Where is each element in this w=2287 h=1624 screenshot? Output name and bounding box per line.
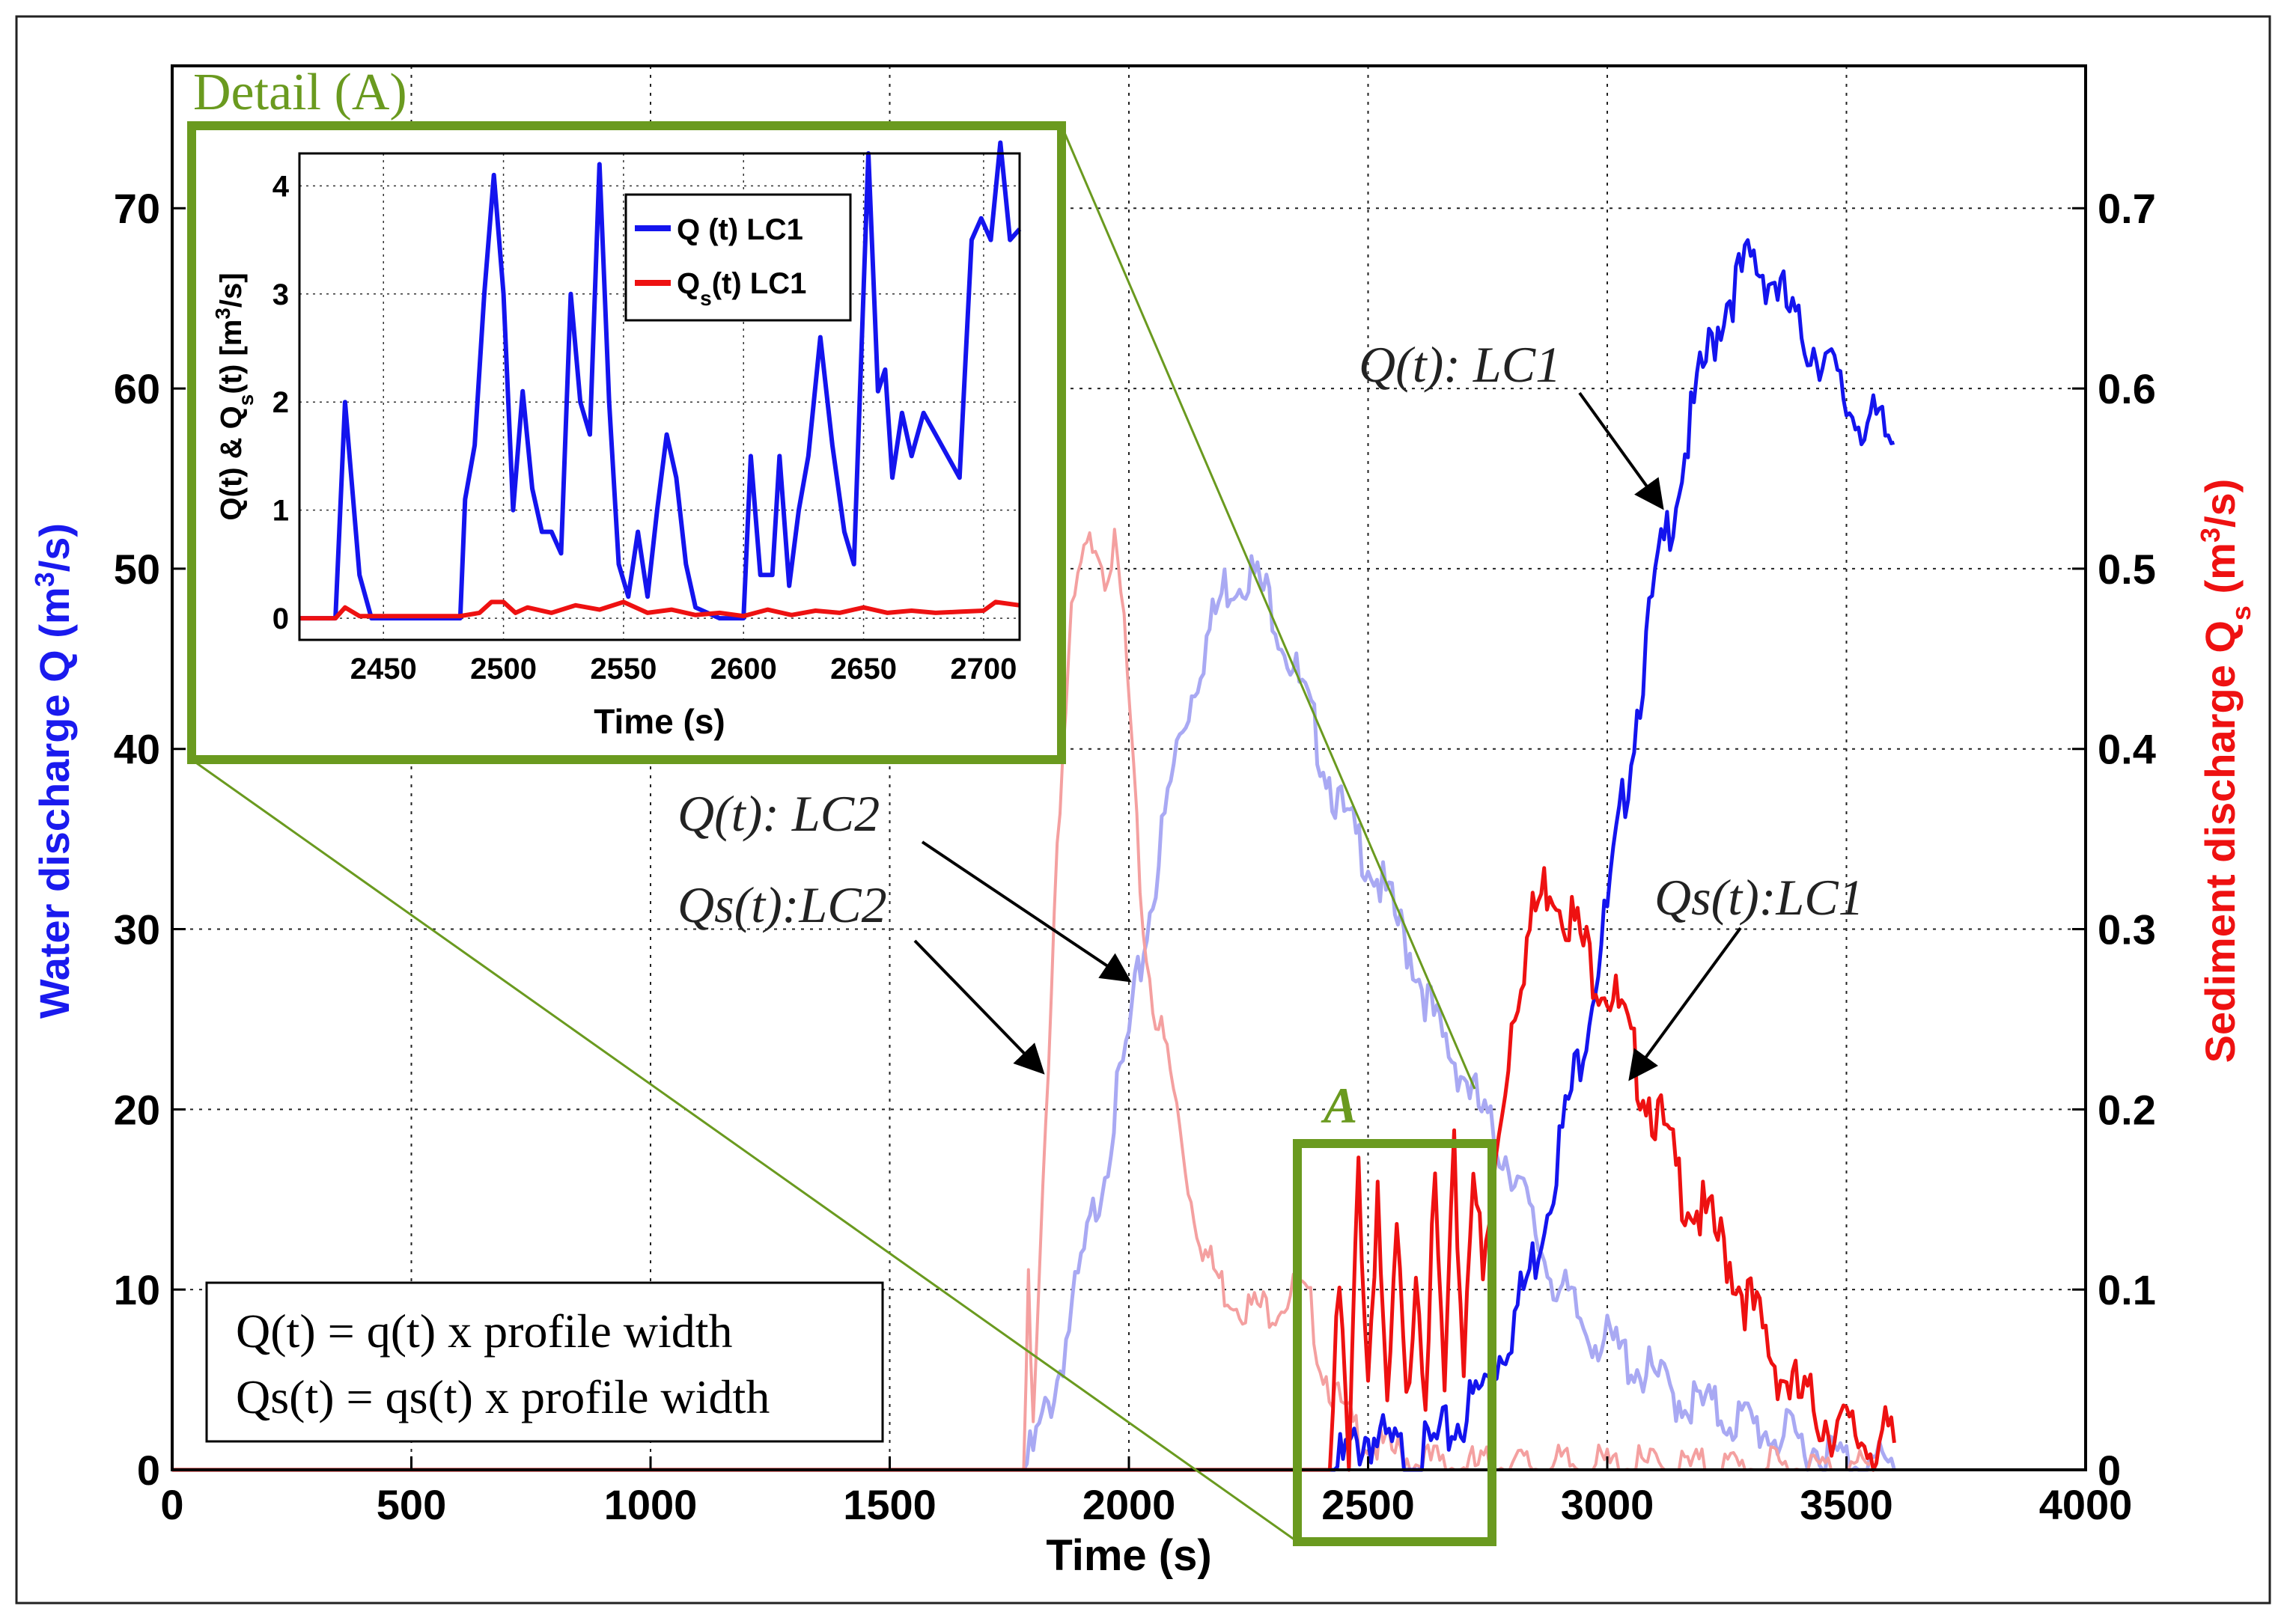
label-qs-lc1: Qs(t):LC1 <box>1654 869 1864 926</box>
inset-plot-frame <box>298 152 1021 641</box>
inset-y-tick-label: 4 <box>272 170 290 203</box>
zoom-region-label: A <box>1321 1077 1357 1134</box>
inset-y-tick-label: 2 <box>272 386 289 419</box>
main-x-tick-label: 1500 <box>843 1481 937 1528</box>
inset-y-tick-label: 1 <box>272 495 289 528</box>
inset-x-tick-label: 2450 <box>350 653 417 686</box>
main-x-tick-label: 2500 <box>1321 1481 1415 1528</box>
main-y-left-tick-label: 20 <box>114 1086 160 1133</box>
legend-label-q: Q (t) LC1 <box>677 213 803 246</box>
label-q-lc2: Q(t): LC2 <box>677 785 880 842</box>
main-x-tick-label: 3500 <box>1800 1481 1893 1528</box>
inset-series-line-qs-t-lc1 <box>299 599 1020 621</box>
main-y-left-tick-label: 60 <box>114 365 160 412</box>
main-y-right-tick-label: 0.7 <box>2098 185 2156 232</box>
main-x-tick-label: 1000 <box>604 1481 698 1528</box>
main-y-right-tick-label: 0.6 <box>2098 365 2156 412</box>
main-x-tick-label: 3000 <box>1561 1481 1654 1528</box>
main-y-right-tick-label: 0.4 <box>2098 726 2156 773</box>
inset-ticks: 2450 2500 2550 2600 2650 2700 0 1 2 3 4 <box>272 170 1017 686</box>
arrow-qs-lc1 <box>1628 927 1742 1081</box>
zoom-region-a <box>1293 1139 1496 1546</box>
inset-title: Detail (A) <box>193 64 407 121</box>
inset-x-tick-label: 2600 <box>710 653 777 686</box>
formula-qs: Qs(t) = qs(t) x profile width <box>236 1370 770 1423</box>
inset-x-tick-label: 2700 <box>950 653 1017 686</box>
zoom-connector-top <box>1060 125 1476 1090</box>
zoom-connector-bottom <box>191 758 1298 1543</box>
label-qs-lc2: Qs(t):LC2 <box>677 876 887 933</box>
main-y-right-tick-label: 0.5 <box>2098 546 2156 593</box>
inset-x-tick-label: 2500 <box>470 653 537 686</box>
inset-y-tick-label: 0 <box>272 602 289 635</box>
inset-y-tick-label: 3 <box>272 278 289 311</box>
main-y-left-tick-label: 10 <box>114 1266 160 1313</box>
main-y-left-tick-label: 0 <box>137 1447 160 1494</box>
main-x-tick-label: 0 <box>160 1481 183 1528</box>
arrow-q-lc2 <box>921 840 1132 983</box>
main-ticks: 0 500 1000 1500 2000 2500 3000 3500 400001020304… <box>114 185 2156 1528</box>
main-y-left-tick-label: 50 <box>114 546 160 593</box>
inset-x-tick-label: 2650 <box>830 653 897 686</box>
inset-series-line-q-t-lc1 <box>299 140 1022 621</box>
label-q-lc1: Q(t): LC1 <box>1359 336 1561 393</box>
main-y-left-tick-label: 40 <box>114 726 160 773</box>
main-y-left-label: Water discharge Q (m3/s) <box>29 523 79 1019</box>
main-y-right-tick-label: 0 <box>2098 1447 2121 1494</box>
arrow-q-lc1 <box>1578 391 1664 510</box>
arrow-qs-lc2 <box>913 939 1045 1075</box>
formula-q: Q(t) = q(t) x profile width <box>236 1304 733 1358</box>
inset-series <box>299 140 1022 621</box>
main-y-right-tick-label: 0.3 <box>2098 906 2156 953</box>
inset-x-tick-label: 2550 <box>590 653 657 686</box>
formula-box <box>205 1281 884 1443</box>
main-y-right-tick-label: 0.1 <box>2098 1266 2156 1313</box>
inset-x-axis-label: Time (s) <box>594 702 725 741</box>
main-y-left-tick-label: 70 <box>114 185 160 232</box>
main-x-tick-label: 4000 <box>2039 1481 2133 1528</box>
main-y-right-tick-label: 0.2 <box>2098 1086 2156 1133</box>
inset-legend <box>624 193 852 322</box>
main-x-axis-label: Time (s) <box>1046 1531 1211 1580</box>
main-y-left-tick-label: 30 <box>114 906 160 953</box>
main-x-tick-label: 2000 <box>1082 1481 1176 1528</box>
main-x-tick-label: 500 <box>377 1481 446 1528</box>
